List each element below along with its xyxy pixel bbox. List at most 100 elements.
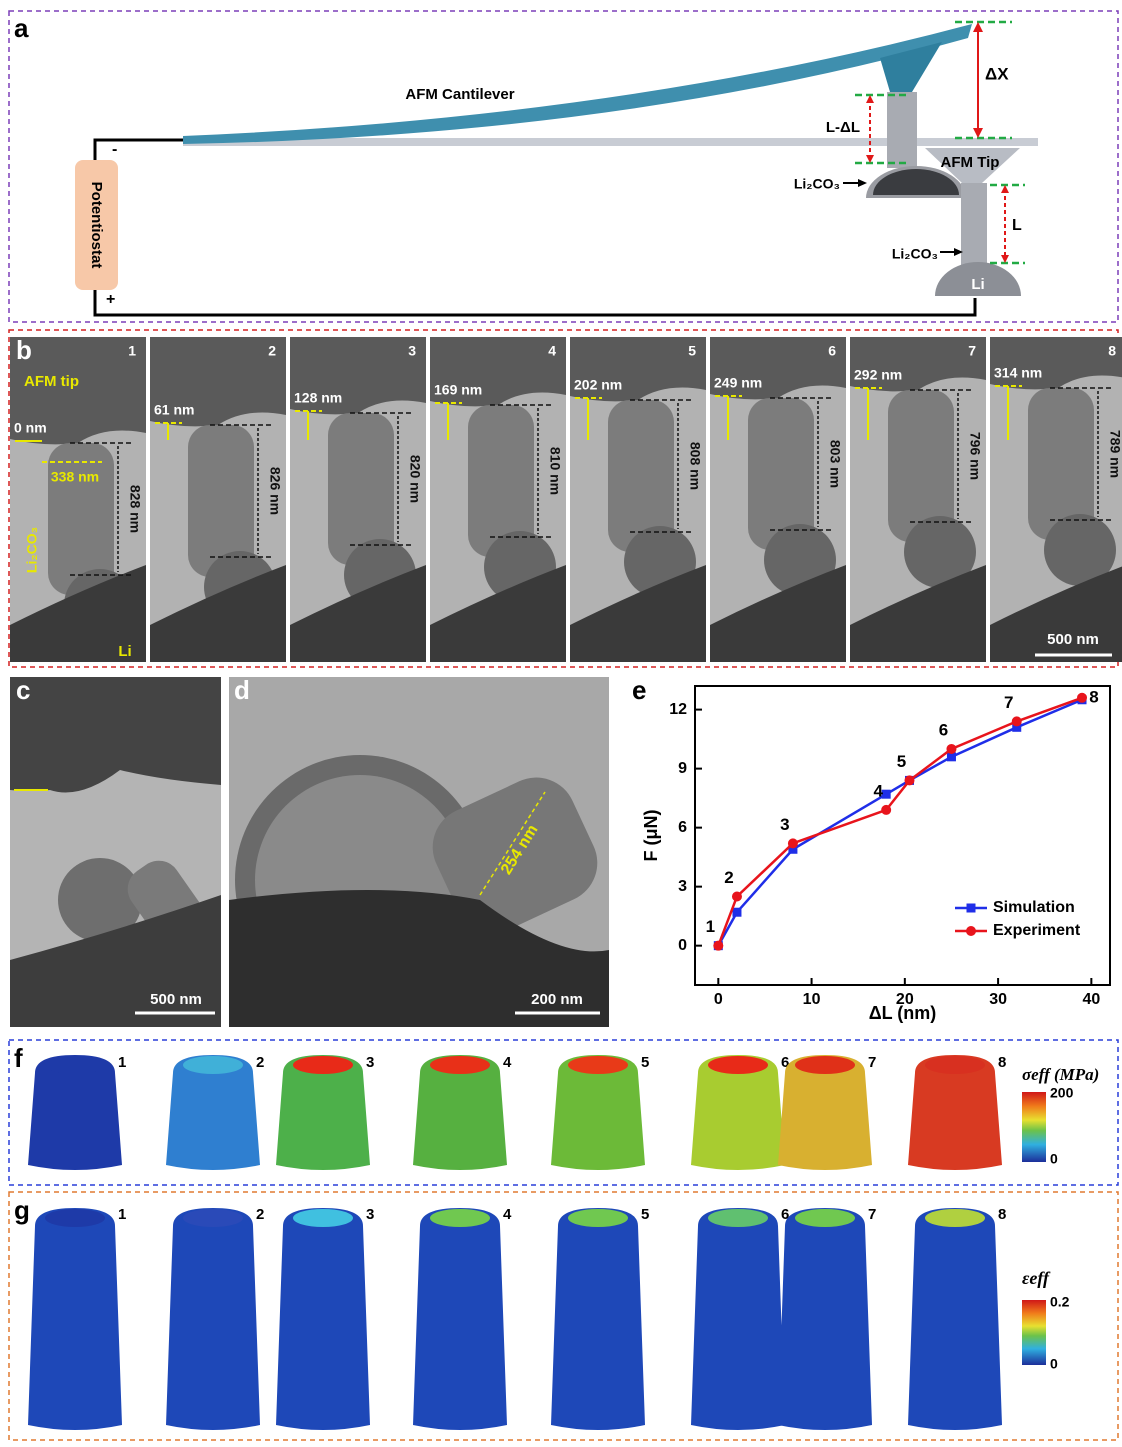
- length-label: 828 nm: [127, 485, 143, 533]
- model-top: [430, 1056, 490, 1074]
- model-number: 7: [868, 1206, 876, 1223]
- model-number: 4: [503, 1206, 512, 1223]
- stress-model: [778, 1208, 872, 1430]
- offset-label: 314 nm: [994, 365, 1042, 381]
- offset-label: 128 nm: [294, 390, 342, 406]
- length-label: 810 nm: [547, 447, 563, 495]
- panel-label: c: [16, 675, 30, 705]
- model-top: [925, 1209, 985, 1227]
- stress-model: [28, 1208, 122, 1430]
- length-label: 808 nm: [687, 442, 703, 490]
- model-number: 5: [641, 1054, 649, 1071]
- model-top: [708, 1209, 768, 1227]
- model-top: [183, 1056, 243, 1074]
- model-top: [795, 1056, 855, 1074]
- frame-number: 8: [1108, 343, 1116, 359]
- scale-bar-label: 500 nm: [150, 991, 202, 1008]
- frame-number: 7: [968, 343, 976, 359]
- frame-number: 1: [128, 343, 136, 359]
- colorbar-label: 0: [1050, 1151, 1058, 1167]
- figure: a AFM Cantilever ΔX L-ΔL AFM Tip Li₂CO₃ …: [0, 0, 1122, 1447]
- label: Li: [118, 643, 131, 660]
- frame-number: 4: [548, 343, 556, 359]
- colorbar-label: 0: [1050, 1356, 1058, 1372]
- legend-marker: [966, 926, 976, 936]
- plot-frame: [695, 686, 1110, 985]
- model-number: 2: [256, 1206, 264, 1223]
- marker: [904, 775, 914, 785]
- marker: [1077, 693, 1087, 703]
- frame-number: 2: [268, 343, 276, 359]
- label: Potentiostat: [88, 182, 105, 269]
- stress-model: [413, 1208, 507, 1430]
- y-tick-label: 9: [678, 760, 687, 777]
- model-top: [795, 1209, 855, 1227]
- colorbar-label: 200: [1050, 1085, 1074, 1101]
- marker: [713, 941, 723, 951]
- marker: [732, 908, 741, 917]
- scale-bar-label: 200 nm: [531, 991, 583, 1008]
- point-label: 8: [1089, 687, 1098, 706]
- x-tick-label: 10: [803, 991, 821, 1008]
- model-number: 3: [366, 1054, 374, 1071]
- marker: [946, 744, 956, 754]
- marker: [882, 790, 891, 799]
- label: -: [112, 141, 117, 158]
- legend-label: Simulation: [993, 899, 1075, 916]
- model-number: 3: [366, 1206, 374, 1223]
- y-tick-label: 0: [678, 937, 687, 954]
- point-label: 1: [706, 917, 715, 936]
- label: AFM tip: [24, 373, 79, 390]
- frame-number: 5: [688, 343, 696, 359]
- model-number: 8: [998, 1206, 1006, 1223]
- stress-model: [551, 1208, 645, 1430]
- label: Li₂CO₃: [892, 246, 938, 262]
- marker: [732, 891, 742, 901]
- offset-label: 249 nm: [714, 375, 762, 391]
- x-tick-label: 40: [1082, 991, 1100, 1008]
- legend-label: Experiment: [993, 922, 1081, 939]
- model-top: [293, 1209, 353, 1227]
- label: Li₂CO₃: [794, 176, 840, 192]
- frame-number: 6: [828, 343, 836, 359]
- colorbar-title: σeff (MPa): [1022, 1065, 1099, 1084]
- offset-label: 292 nm: [854, 367, 902, 383]
- marker: [1012, 716, 1022, 726]
- label: ΔX: [985, 64, 1009, 83]
- y-tick-label: 3: [678, 878, 687, 895]
- y-axis-label: F (μN): [641, 809, 661, 861]
- marker: [881, 805, 891, 815]
- offset-label: 169 nm: [434, 382, 482, 398]
- panel-label: a: [14, 13, 29, 43]
- panel-label: b: [16, 335, 32, 365]
- model-top: [430, 1209, 490, 1227]
- length-label: 820 nm: [407, 455, 423, 503]
- y-tick-label: 12: [669, 701, 687, 718]
- panel-label: e: [632, 675, 646, 705]
- label: L-ΔL: [826, 119, 860, 136]
- point-label: 6: [939, 720, 948, 739]
- stress-model: [276, 1208, 370, 1430]
- label: 338 nm: [51, 469, 99, 485]
- stress-model: [166, 1208, 260, 1430]
- x-tick-label: 0: [714, 991, 723, 1008]
- panel-label: d: [234, 675, 250, 705]
- label: AFM Cantilever: [405, 86, 514, 103]
- tem-frame: 4 169 nm 810 nm: [430, 337, 566, 662]
- schematic: [75, 22, 1038, 315]
- point-label: 2: [724, 868, 733, 887]
- x-axis-label: ΔL (nm): [869, 1003, 937, 1023]
- label: AFM Tip: [941, 154, 1000, 171]
- length-label: 796 nm: [967, 432, 983, 480]
- x-tick-label: 30: [989, 991, 1007, 1008]
- point-label: 4: [873, 781, 883, 800]
- label: Li₂CO₃: [24, 527, 40, 573]
- model-top: [45, 1056, 105, 1074]
- chart: e010203040036912ΔL (nm)F (μN)12345678Sim…: [632, 675, 1110, 1023]
- model-number: 8: [998, 1054, 1006, 1071]
- model-top: [925, 1056, 985, 1074]
- offset-label: 202 nm: [574, 377, 622, 393]
